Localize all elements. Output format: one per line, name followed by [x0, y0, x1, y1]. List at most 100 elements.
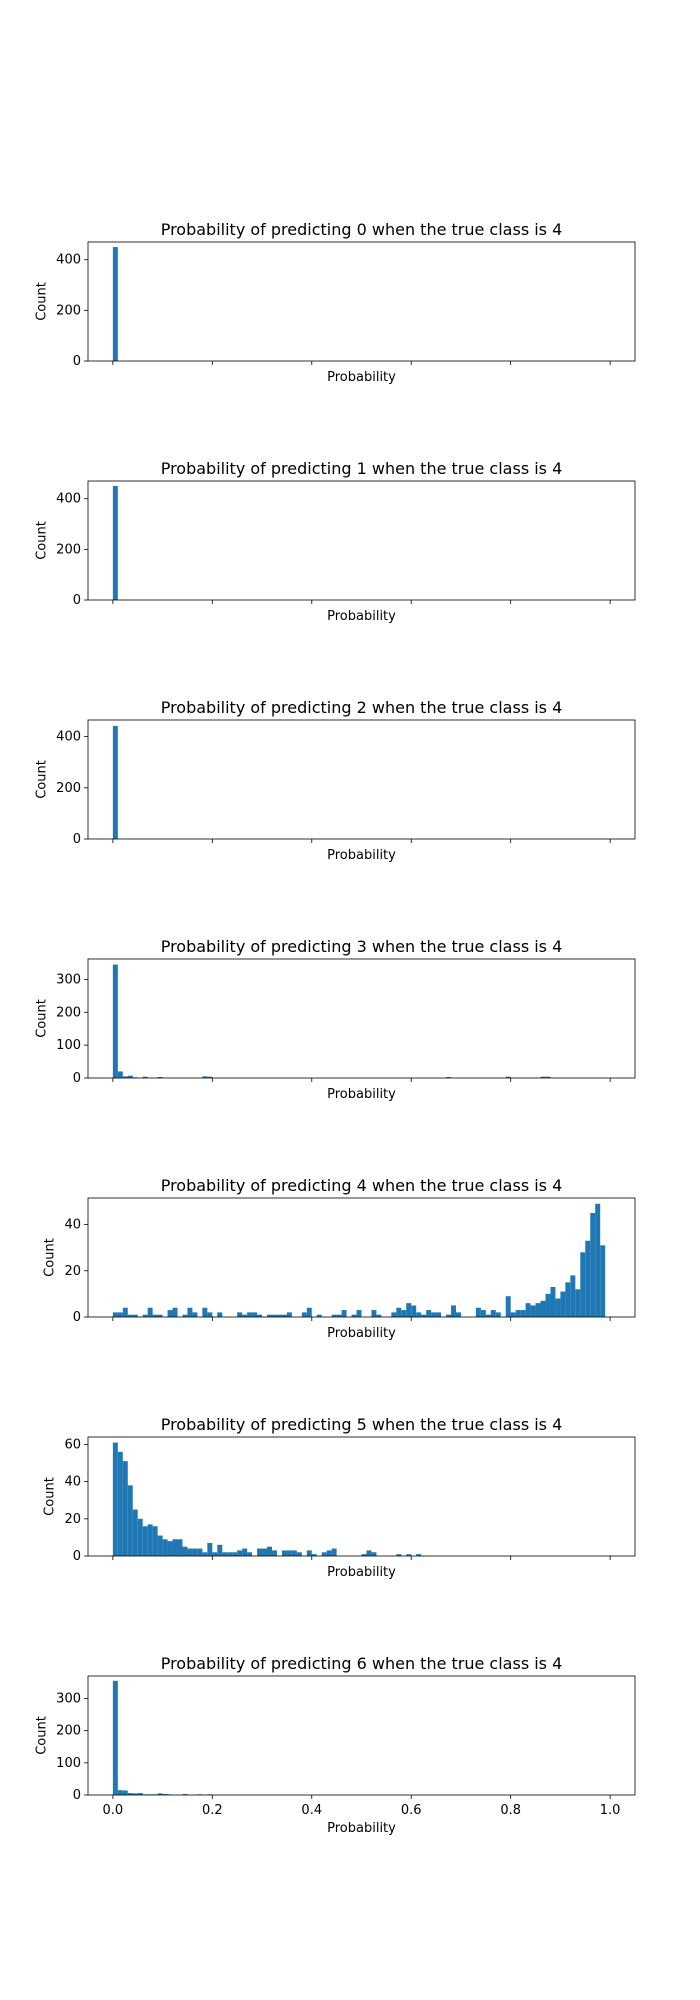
- histogram-bar: [137, 1793, 143, 1795]
- chart-title: Probability of predicting 4 when the tru…: [161, 1176, 563, 1195]
- x-tick-label: 0.6: [401, 1803, 422, 1818]
- x-axis-label: Probability: [327, 848, 396, 863]
- y-tick-label: 400: [56, 730, 81, 745]
- histogram-bar: [406, 1303, 412, 1317]
- histogram-bar: [192, 1548, 198, 1556]
- histogram-bar: [167, 1541, 173, 1557]
- subplot-3: 0 100 200 300 Probability of predicting 3 wh…: [34, 937, 636, 1102]
- histogram-bar: [237, 1312, 243, 1317]
- histogram-bar: [271, 1314, 277, 1317]
- y-tick-label: 20: [64, 1512, 81, 1527]
- histogram-bar: [371, 1552, 377, 1556]
- subplot-2: 0 200 400 Probability of predicting 2 when …: [34, 698, 636, 863]
- histogram-bar: [535, 1303, 541, 1317]
- x-axis-label: Probability: [327, 1565, 396, 1580]
- histogram-bar: [540, 1300, 546, 1317]
- histogram-bar: [182, 1314, 188, 1317]
- histogram-bar: [510, 1312, 516, 1317]
- histogram-bar: [262, 1548, 268, 1556]
- histogram-bar: [560, 1291, 566, 1317]
- histogram-bar: [401, 1310, 407, 1317]
- histogram-bar: [505, 1296, 511, 1317]
- histogram-bar: [212, 1552, 218, 1556]
- histogram-bar: [271, 1550, 277, 1556]
- histogram-bar: [366, 1550, 372, 1556]
- y-axis-label: Count: [34, 760, 49, 799]
- histogram-bar: [331, 1314, 337, 1317]
- histogram-bar: [112, 1442, 118, 1556]
- histogram-bar: [217, 1312, 223, 1317]
- histogram-bar: [356, 1310, 362, 1317]
- histogram-bar: [207, 1312, 213, 1317]
- y-tick-label: 400: [56, 253, 81, 268]
- histogram-bar: [172, 1307, 178, 1317]
- histogram-bar: [321, 1552, 327, 1556]
- y-axis-label: Count: [34, 282, 49, 321]
- x-tick-label: 0.0: [103, 1803, 124, 1818]
- histogram-bar: [207, 1542, 213, 1556]
- y-tick-label: 200: [56, 781, 81, 796]
- histogram-bar: [152, 1314, 158, 1317]
- x-tick-label: 0.4: [301, 1803, 322, 1818]
- histogram-bar: [157, 1535, 163, 1556]
- histogram-bar: [147, 1307, 153, 1317]
- histogram-bar: [127, 1793, 133, 1795]
- x-tick-label: 1.0: [600, 1803, 621, 1818]
- histogram-bar: [162, 1539, 168, 1556]
- histogram-bar: [112, 725, 118, 839]
- y-axis-label: Count: [43, 1477, 58, 1516]
- histogram-bar: [217, 1544, 223, 1556]
- histogram-bar: [112, 1680, 118, 1795]
- chart-title: Probability of predicting 5 when the tru…: [161, 1415, 563, 1434]
- y-tick-label: 100: [56, 1038, 81, 1053]
- x-tick-label: 0.2: [202, 1803, 223, 1818]
- histogram-bar: [117, 1451, 123, 1557]
- x-axis-label: Probability: [327, 1821, 396, 1836]
- histogram-bar: [396, 1307, 402, 1317]
- histogram-bar: [281, 1550, 287, 1556]
- histogram-bar: [545, 1293, 551, 1317]
- axes-frame: [87, 1436, 636, 1557]
- y-tick-label: 60: [64, 1437, 81, 1452]
- histogram-bar: [421, 1314, 427, 1317]
- x-axis-label: Probability: [327, 609, 396, 624]
- histogram-bar: [132, 1314, 138, 1317]
- histogram-bar: [142, 1526, 148, 1556]
- y-tick-label: 0: [73, 354, 81, 369]
- y-tick-label: 0: [73, 593, 81, 608]
- histogram-bar: [361, 1554, 367, 1556]
- histogram-bar: [426, 1310, 432, 1317]
- histogram-bar: [257, 1314, 263, 1317]
- y-axis-label: Count: [34, 999, 49, 1038]
- histogram-bar: [202, 1552, 208, 1556]
- histogram-bar: [127, 1075, 133, 1078]
- histogram-bar: [132, 1509, 138, 1556]
- histogram-bar: [127, 1485, 133, 1556]
- y-tick-label: 0: [73, 1549, 81, 1564]
- histogram-bar: [202, 1307, 208, 1317]
- histogram-bar: [505, 1076, 511, 1078]
- histogram-bar: [406, 1554, 412, 1556]
- y-tick-label: 200: [56, 542, 81, 557]
- histogram-bar: [565, 1282, 571, 1317]
- histogram-bar: [475, 1307, 481, 1317]
- histogram-bar: [416, 1554, 422, 1556]
- histogram-bar: [207, 1076, 213, 1078]
- axes-frame: [87, 719, 636, 840]
- histogram-bar: [142, 1314, 148, 1317]
- histogram-bar: [286, 1312, 292, 1317]
- histogram-bar: [530, 1305, 536, 1317]
- axes-frame: [87, 1675, 636, 1796]
- histogram-bar: [540, 1076, 546, 1078]
- histogram-bar: [291, 1550, 297, 1556]
- histogram-bar: [446, 1077, 452, 1078]
- axes-frame: [87, 958, 636, 1079]
- histogram-bar: [431, 1312, 437, 1317]
- histogram-bar: [490, 1310, 496, 1317]
- y-tick-label: 100: [56, 1756, 81, 1771]
- axes-frame: [87, 1197, 636, 1318]
- histogram-bar: [331, 1548, 337, 1556]
- y-tick-label: 200: [56, 1724, 81, 1739]
- histogram-bar: [157, 1793, 163, 1795]
